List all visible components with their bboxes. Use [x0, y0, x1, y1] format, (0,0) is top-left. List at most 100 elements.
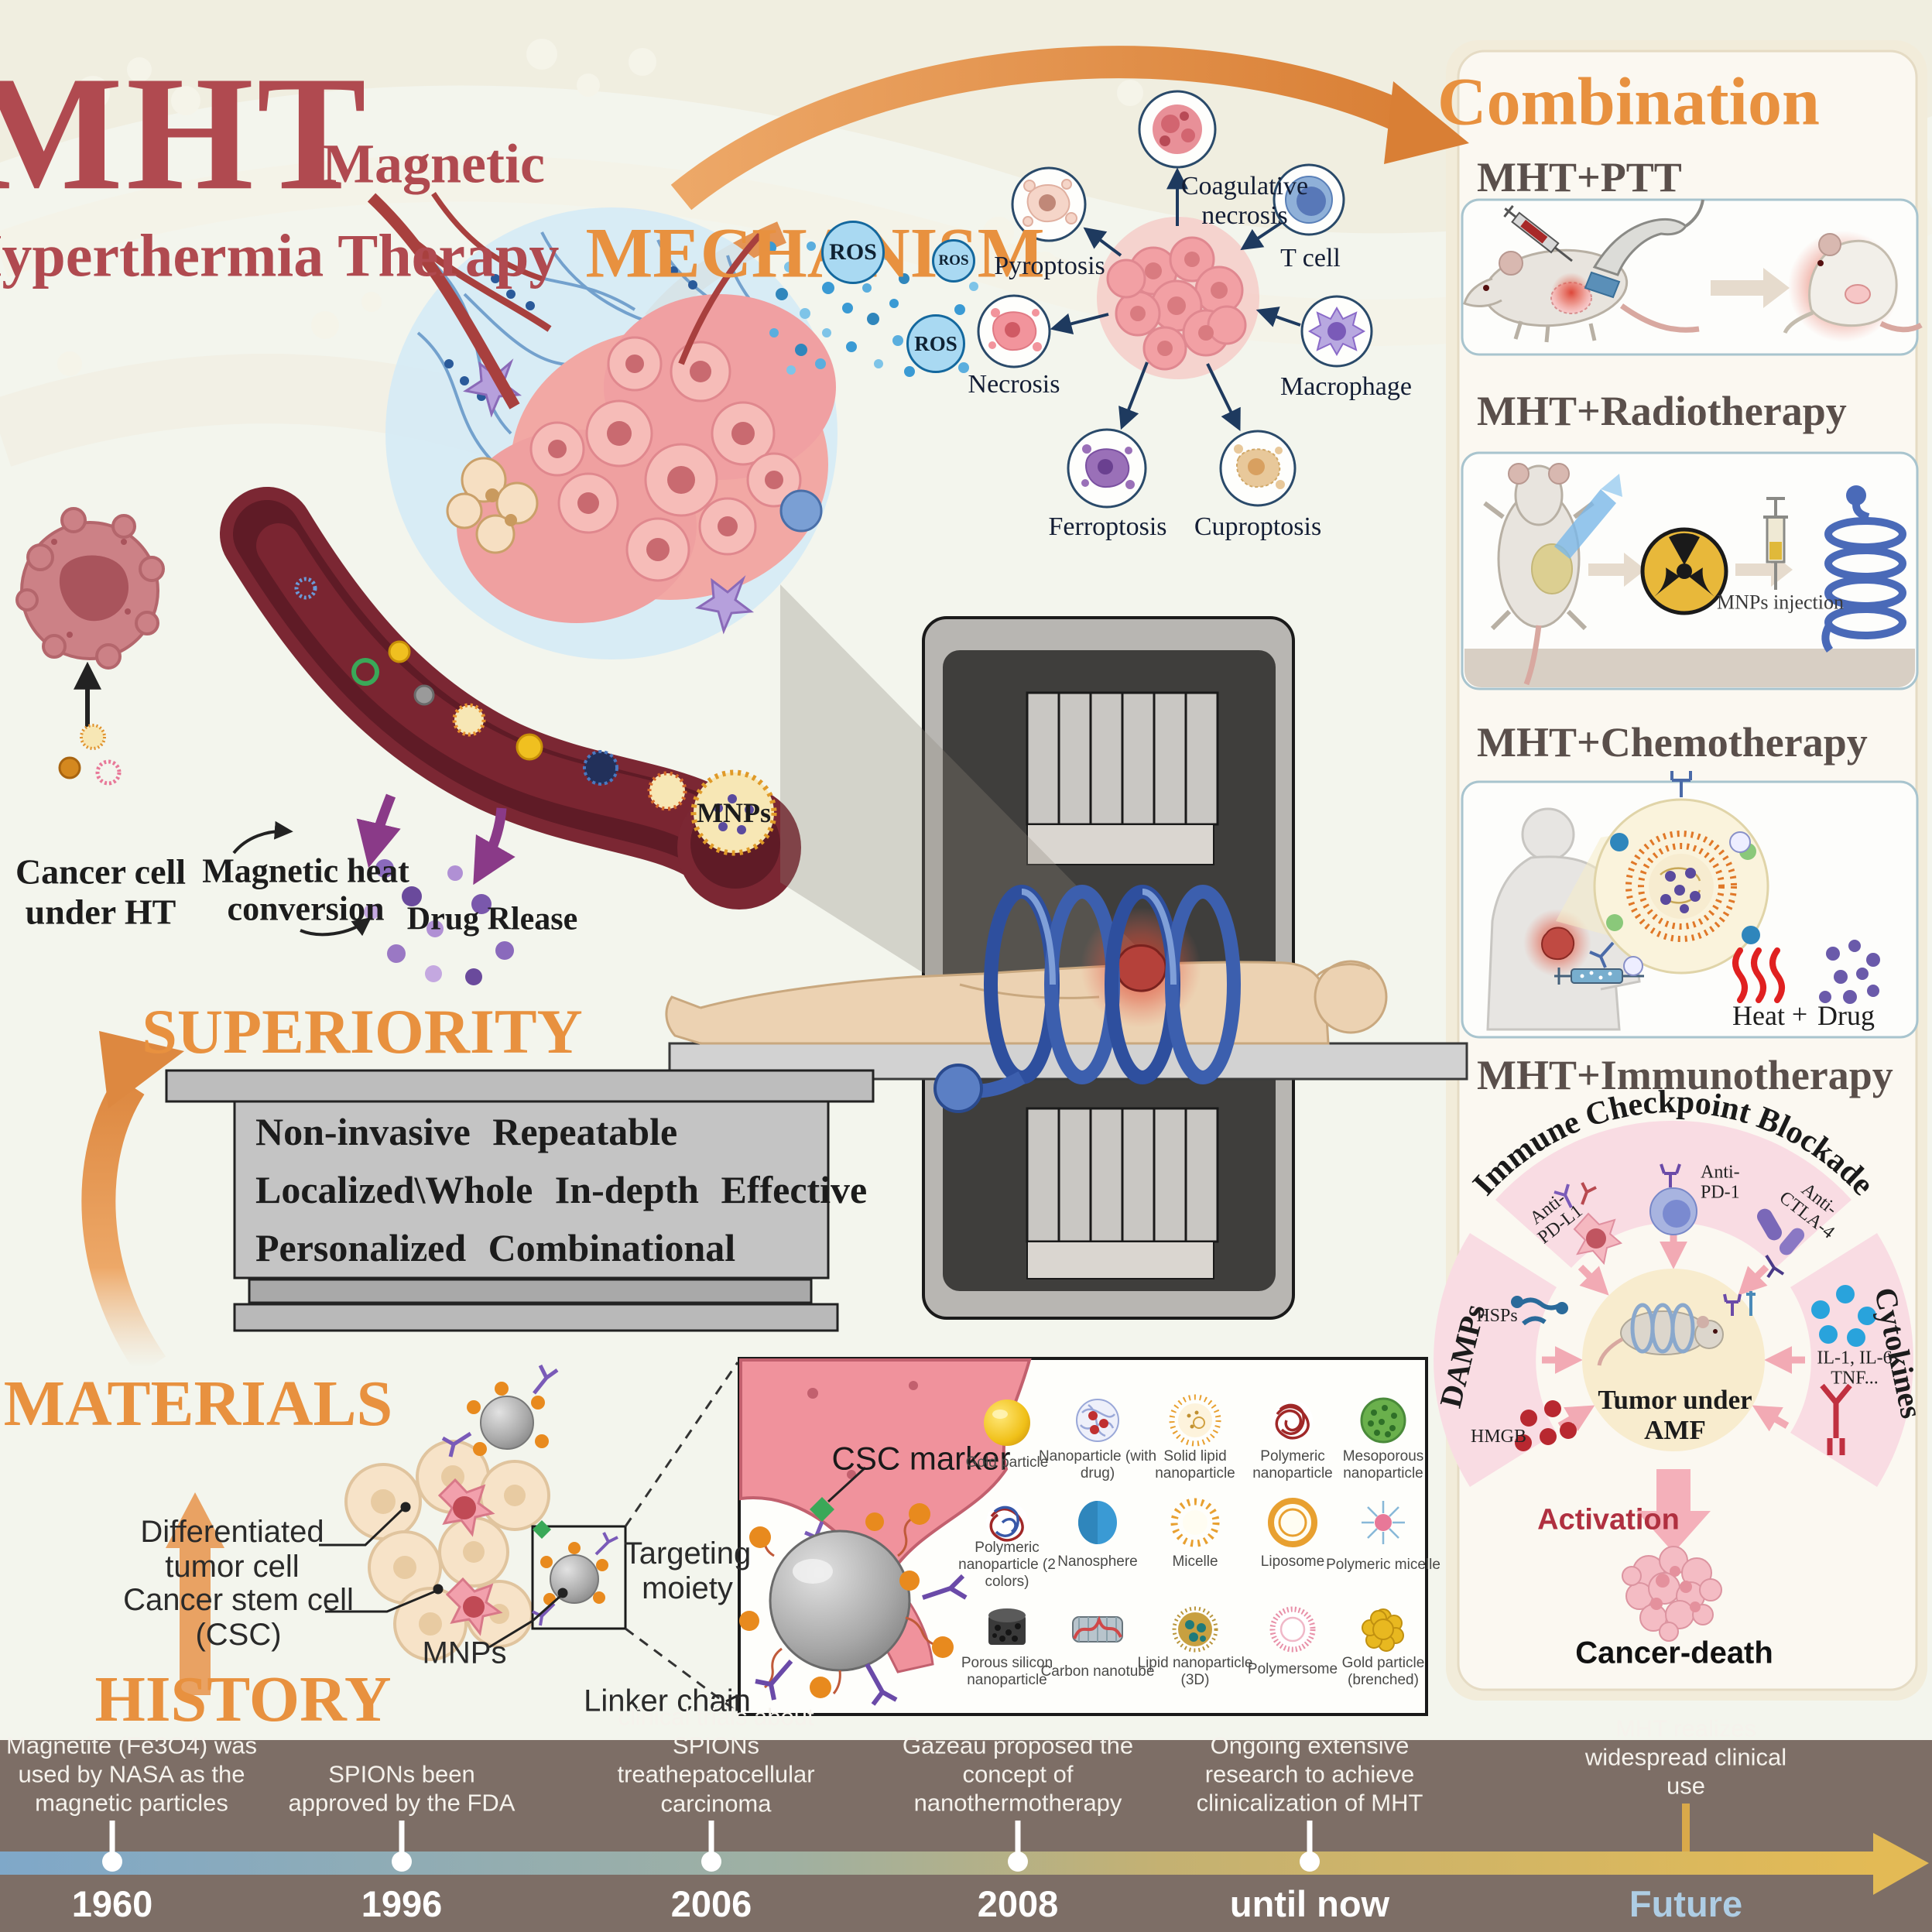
patient [665, 960, 1388, 1045]
np-label-6: Nanosphere [1057, 1553, 1138, 1571]
np-label-14: Gold particle (brenched) [1341, 1655, 1425, 1688]
timeline-desc-0: Magnetite (Fe3O4) was used by NASA as th… [6, 1732, 257, 1817]
np-label-0: Gold particle [965, 1454, 1049, 1471]
drug-dots-chemo [1819, 940, 1880, 1004]
machine-slats-top [1026, 691, 1219, 865]
macrophage-cell [1307, 306, 1366, 357]
np-mesoporous [1360, 1397, 1406, 1444]
drug-dots [364, 859, 514, 985]
np-polymeric-micelle [1362, 1501, 1405, 1544]
timeline-desc-5: MHT realizes widespread clinical use [1584, 1714, 1787, 1800]
np-lipid-3d [1172, 1606, 1218, 1653]
amf-coil [933, 885, 1241, 1113]
cancer-death-cluster [1622, 1546, 1722, 1642]
pyroptosis-label: Pyroptosis [994, 252, 1105, 280]
immuno-header: MHT+Immunotherapy [1477, 1052, 1893, 1098]
np-label-12: Lipid nanoparticle (3D) [1137, 1655, 1253, 1688]
necrosis-label: Necrosis [968, 370, 1060, 399]
activation-label: Activation [1537, 1503, 1680, 1536]
materials-header: MATERIALS [3, 1367, 393, 1440]
np-label-2: Solid lipid nanoparticle [1155, 1448, 1235, 1482]
macrophage-label: Macrophage [1280, 372, 1412, 401]
np-micelle [1170, 1498, 1220, 1547]
ros-bubble-large: ROS [821, 221, 885, 284]
np-solid-lipid [1169, 1394, 1221, 1447]
ptt-mouse-left [1463, 248, 1700, 343]
np-polymeric [1273, 1400, 1313, 1440]
coagulative-cell [1153, 104, 1202, 154]
radio-beam [1554, 489, 1616, 559]
drug-release-label: Drug Rlease [406, 901, 578, 937]
ferroptosis-label: Ferroptosis [1048, 512, 1167, 541]
cancer-cell-under-ht [15, 507, 165, 786]
main-title-word2: Hyperthermia Therapy [0, 221, 560, 289]
ros-label: ROS [829, 239, 877, 265]
cancer-cell-ht-label: Cancer cell under HT [15, 851, 187, 931]
cuproptosis-cell [1234, 444, 1285, 489]
mnps-micelle [690, 769, 777, 856]
materials-cluster [319, 1362, 796, 1714]
blood-vessel [220, 487, 801, 909]
radio-header: MHT+Radiotherapy [1477, 388, 1847, 434]
history-to-materials-arrow [166, 1492, 224, 1695]
small-particles [58, 724, 122, 786]
chemo-panel [1461, 771, 1919, 1039]
np-label-5: Polymeric nanoparticle (2 colors) [958, 1540, 1056, 1590]
coagulative-label: Coagulative necrosis [1180, 172, 1309, 230]
immuno-center-circle [1582, 1269, 1765, 1451]
csc-marker-label: CSC marker [831, 1440, 1011, 1477]
radio-syringe [1763, 497, 1788, 590]
t-cell [1285, 176, 1333, 224]
radio-arrow1 [1588, 553, 1646, 587]
heat-label: Heat [1732, 999, 1785, 1031]
combination-header: Combination [1437, 64, 1820, 140]
timeline-year-5: Future [1629, 1883, 1743, 1924]
tumor-amf-label: Tumor under AMF [1598, 1384, 1752, 1445]
superiority-line3: Personalized Combinational [255, 1226, 736, 1269]
immuno-arrows [1542, 1228, 1805, 1432]
bead-strands [444, 266, 715, 401]
cell-death-wheel [977, 90, 1373, 509]
ros-bubble-mid: ROS [906, 314, 965, 373]
radio-mouse [1483, 463, 1595, 686]
np-nanosphere [1078, 1501, 1117, 1544]
differentiated-label: Differentiated tumor cell [140, 1515, 324, 1584]
cytokine-list-label: IL-1, IL-6 TNF... [1817, 1348, 1893, 1389]
timeline-year-0: 1960 [71, 1883, 153, 1924]
np-carbon-nanotube [1072, 1615, 1123, 1643]
mnps-core-dots [714, 794, 754, 834]
mechanism-header: MECHANISM [585, 213, 1045, 293]
heat-conversion-arrows [232, 820, 372, 937]
mnps-vessel-label: MNPs [697, 796, 771, 828]
csc-marker-icon [810, 1497, 834, 1522]
ptt-mouse-right [1783, 231, 1923, 342]
radio-coil-icon [1821, 485, 1906, 653]
anti-pd1-label: Anti-PD-1 [1701, 1162, 1740, 1203]
materials-to-superiority-swoosh [81, 1031, 184, 1376]
timeline-axis [0, 1852, 1873, 1875]
drug-release-arrows [356, 793, 516, 886]
np-label-8: Liposome [1260, 1553, 1325, 1571]
wheel-tumor [1097, 217, 1259, 379]
main-title-acronym: MHT [0, 42, 370, 224]
ptt-arrow [1711, 268, 1790, 308]
hsps-label: HSPs [1476, 1305, 1518, 1326]
ros-dots [764, 242, 978, 377]
immuno-center-mouse [1597, 1291, 1756, 1366]
cuproptosis-label: Cuproptosis [1194, 512, 1322, 541]
heat-conversion-label: Magnetic heat conversion [202, 851, 409, 928]
csc-marker-leader [827, 1466, 867, 1503]
nanoparticle-panel [738, 1357, 1428, 1716]
activation-arrow [1636, 1469, 1711, 1553]
timeline-year-2: 2006 [670, 1883, 752, 1924]
timeline [0, 1740, 1932, 1932]
mnp-particle-top [441, 1364, 559, 1458]
np-label-13: Polymersome [1247, 1661, 1338, 1678]
heat-squiggles [1732, 947, 1785, 1003]
np-with-drug [1076, 1399, 1119, 1442]
mnps-injection-label: MNPs injection [1717, 591, 1844, 614]
np-liposome [1268, 1498, 1317, 1547]
checkpoint-icons [1553, 1163, 1805, 1279]
ptt-header: MHT+PTT [1477, 154, 1682, 200]
